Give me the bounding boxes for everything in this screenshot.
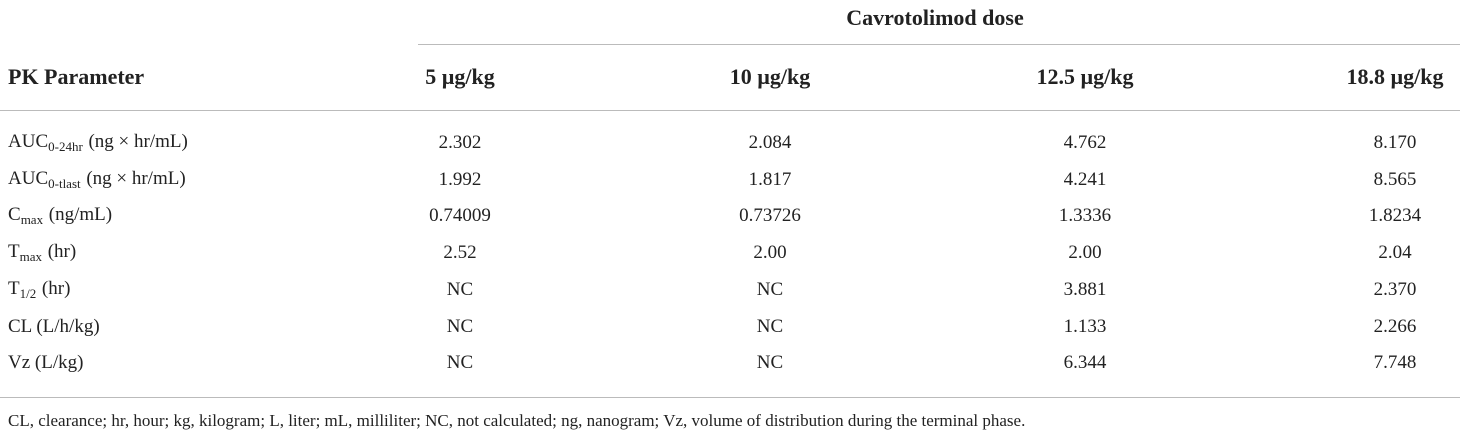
row-label: Tmax (hr) (8, 241, 76, 265)
cell: 3.881 (1063, 278, 1107, 300)
cell: 2.266 (1373, 315, 1417, 337)
cell: NC (446, 352, 474, 374)
label-unit: (ng × hr/mL) (86, 167, 186, 189)
cell: NC (756, 352, 784, 374)
cell: 7.748 (1373, 352, 1417, 374)
header-rule (0, 110, 1460, 111)
group-rule (418, 44, 1460, 45)
label-main: AUC (8, 131, 49, 152)
label-unit: (hr) (41, 277, 71, 299)
row-label: Vz (L/kg) (8, 352, 83, 374)
label-main: T (8, 241, 20, 263)
label-main: Vz (L/kg) (8, 352, 84, 374)
column-header: 10 µg/kg (729, 64, 811, 89)
cell: 4.241 (1063, 168, 1107, 190)
label-subscript: 0-tlast (48, 175, 81, 191)
cell: 4.762 (1063, 132, 1107, 153)
label-main: C (8, 204, 21, 226)
row-label: AUC0-tlast (ng × hr/mL) (8, 168, 186, 192)
cell: NC (756, 315, 784, 337)
label-unit: (hr) (47, 241, 77, 263)
cell: 1.3336 (1058, 205, 1112, 227)
cell: 8.565 (1373, 168, 1417, 190)
column-header: PK Parameter (8, 64, 145, 89)
cell: NC (446, 315, 474, 337)
bottom-rule (0, 397, 1460, 398)
cell: NC (756, 278, 784, 300)
cell: 1.817 (748, 168, 792, 190)
row-label: AUC0-24hr (ng × hr/mL) (8, 131, 188, 155)
column-header: 5 µg/kg (425, 64, 495, 89)
column-header: 12.5 µg/kg (1036, 64, 1134, 89)
label-main: T (8, 277, 20, 299)
cell: 2.084 (748, 132, 792, 153)
cell: 1.992 (438, 168, 482, 190)
cell: 2.00 (753, 242, 787, 264)
label-unit: (ng/mL) (48, 204, 113, 226)
label-subscript: 1/2 (19, 285, 37, 301)
cell: 2.04 (1378, 242, 1412, 264)
cell: 2.00 (1068, 242, 1102, 264)
cell: 2.302 (438, 132, 482, 153)
cell: 2.370 (1373, 278, 1417, 300)
cell: 2.52 (443, 242, 477, 264)
group-header: Cavrotolimod dose (846, 5, 1024, 30)
footnote: CL, clearance; hr, hour; kg, kilogram; L… (8, 411, 1026, 430)
label-main: CL (L/h/kg) (8, 315, 100, 337)
label-subscript: max (20, 212, 44, 228)
label-main: AUC (8, 167, 49, 189)
label-subscript: 0-24hr (48, 139, 83, 154)
cell: 6.344 (1063, 352, 1107, 374)
column-header: 18.8 µg/kg (1346, 64, 1444, 89)
cell: 0.73726 (739, 205, 801, 227)
row-label: CL (L/h/kg) (8, 316, 100, 338)
cell: 8.170 (1373, 132, 1417, 153)
label-subscript: max (19, 249, 42, 265)
cell: 1.133 (1063, 315, 1107, 337)
row-label: T1/2 (hr) (8, 278, 70, 302)
cell: 1.8234 (1368, 205, 1422, 227)
row-label: Cmax (ng/mL) (8, 204, 112, 228)
cell: NC (446, 278, 474, 300)
label-unit: (ng × hr/mL) (88, 131, 188, 152)
cell: 0.74009 (429, 205, 491, 227)
